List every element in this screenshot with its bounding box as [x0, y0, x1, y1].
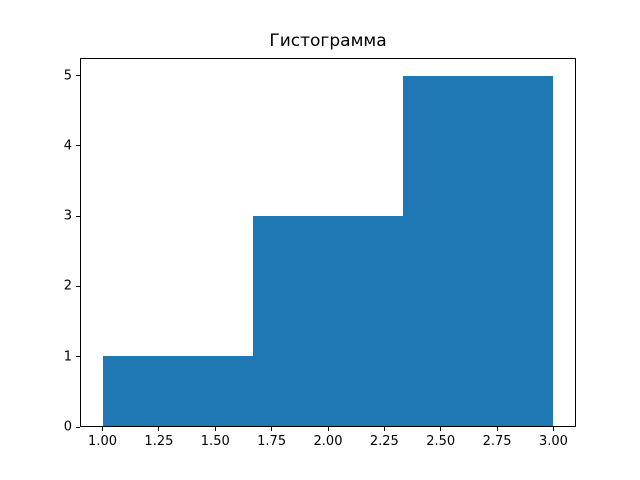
x-tick-label-2.50: 2.50 — [426, 434, 456, 449]
x-tick-mark-2.50 — [440, 427, 442, 431]
histogram-bar-0 — [103, 356, 254, 426]
y-tick-mark-0 — [76, 426, 80, 428]
histogram-bar-2 — [402, 76, 553, 426]
y-tick-label-0: 0 — [63, 419, 72, 435]
y-tick-mark-5 — [76, 75, 80, 77]
x-tick-mark-1.50 — [214, 427, 216, 431]
x-tick-label-1.50: 1.50 — [200, 434, 230, 449]
x-tick-mark-1.75 — [271, 427, 273, 431]
x-tick-mark-1.00 — [102, 427, 104, 431]
y-tick-mark-4 — [76, 145, 80, 147]
x-tick-label-1.00: 1.00 — [88, 434, 118, 449]
x-tick-label-2.00: 2.00 — [313, 434, 343, 449]
y-tick-mark-2 — [76, 285, 80, 287]
y-tick-label-3: 3 — [63, 208, 72, 224]
y-tick-label-5: 5 — [63, 68, 72, 84]
y-tick-label-1: 1 — [63, 349, 72, 365]
histogram-bar-1 — [253, 216, 403, 426]
x-tick-mark-2.00 — [327, 427, 329, 431]
chart-title: Гистограмма — [269, 31, 387, 51]
x-tick-mark-3.00 — [552, 427, 554, 431]
y-tick-label-4: 4 — [63, 138, 72, 154]
y-tick-mark-3 — [76, 215, 80, 217]
x-tick-label-2.25: 2.25 — [369, 434, 399, 449]
bars-layer — [81, 59, 575, 426]
x-tick-mark-2.75 — [496, 427, 498, 431]
y-tick-mark-1 — [76, 356, 80, 358]
x-tick-label-1.25: 1.25 — [144, 434, 174, 449]
x-tick-mark-2.25 — [383, 427, 385, 431]
x-tick-mark-1.25 — [158, 427, 160, 431]
plot-area — [80, 58, 576, 427]
x-tick-label-1.75: 1.75 — [257, 434, 287, 449]
x-tick-label-3.00: 3.00 — [538, 434, 568, 449]
x-tick-label-2.75: 2.75 — [482, 434, 512, 449]
y-tick-label-2: 2 — [63, 278, 72, 294]
